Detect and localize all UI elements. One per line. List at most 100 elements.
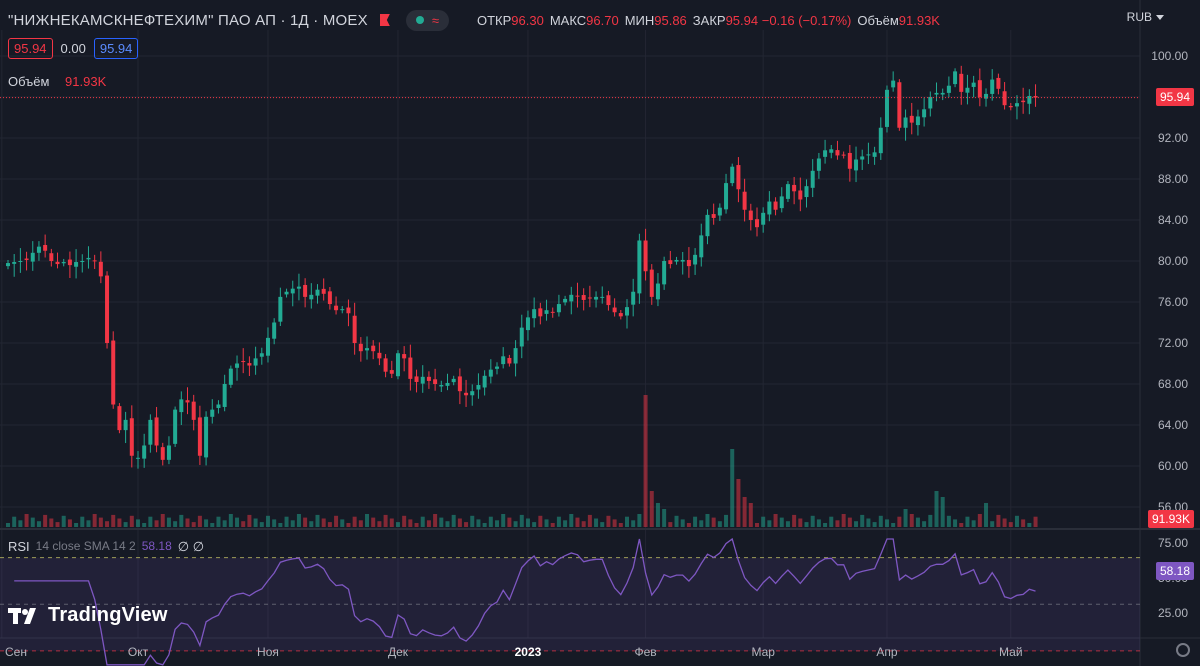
volume-bar — [105, 521, 110, 527]
candle-body — [779, 196, 784, 209]
volume-bar — [389, 518, 394, 527]
volume-bar — [643, 395, 648, 527]
volume-bar — [711, 517, 716, 527]
volume-bar — [185, 518, 190, 527]
candle-body — [625, 307, 629, 316]
candle-body — [18, 261, 23, 262]
candle-body — [43, 245, 48, 251]
volume-bar — [247, 514, 252, 527]
currency-selector[interactable]: RUB — [1127, 10, 1164, 24]
time-tick-label: Окт — [128, 645, 149, 659]
volume-bar — [996, 514, 1001, 527]
volume-bar — [556, 516, 561, 527]
candle-body — [135, 457, 140, 459]
time-axis[interactable]: Сен Окт Ноя Дек 2023 Фев Мар Апр Май — [5, 645, 1023, 659]
volume-bar — [977, 514, 982, 527]
volume-bar — [197, 515, 202, 527]
volume-bar — [309, 521, 314, 527]
brand-name: TradingView — [48, 604, 168, 626]
volume-bar — [55, 522, 60, 527]
candle-body — [501, 356, 506, 365]
volume-bar — [49, 518, 54, 527]
candle-body — [327, 291, 332, 305]
candle-body — [823, 150, 828, 157]
sell-price-box[interactable]: 95.94 — [8, 38, 53, 59]
high-label: МАКС — [549, 12, 587, 28]
price-tick-label: 60.00 — [1158, 459, 1188, 473]
volume-bar — [166, 517, 171, 527]
candle-body — [426, 376, 431, 381]
volume-bar — [519, 514, 524, 527]
volume-bar — [284, 516, 289, 527]
volume-bar — [909, 514, 914, 527]
volume-bar — [860, 514, 865, 527]
candle-body — [804, 186, 809, 198]
volume-bar — [433, 514, 438, 527]
volume-bar — [705, 514, 710, 527]
volume-bar — [940, 497, 945, 527]
price-tick-label: 76.00 — [1158, 295, 1188, 309]
volume-bar — [525, 518, 530, 527]
candle-body — [563, 298, 568, 303]
volume-bar — [501, 514, 506, 527]
volume-bar — [532, 522, 537, 527]
candle-body — [377, 352, 382, 359]
candle-body — [92, 260, 97, 262]
volume-bar — [352, 516, 357, 527]
candle-body — [98, 261, 103, 277]
rsi-legend[interactable]: RSI 14 close SMA 14 2 58.18 ∅ ∅ — [8, 539, 204, 555]
candle-body — [946, 85, 951, 93]
candle-body — [872, 152, 877, 157]
volume-bar — [358, 520, 363, 527]
settings-gear-icon[interactable] — [1176, 643, 1190, 657]
candle-body — [142, 445, 147, 459]
candle-body — [315, 289, 320, 296]
candle-body — [532, 309, 537, 319]
candle-body — [284, 291, 289, 295]
candle-body — [228, 368, 233, 385]
candle-body — [959, 73, 964, 92]
volume-bar — [451, 514, 456, 527]
volume-bar — [544, 519, 549, 527]
volume-bar — [748, 503, 753, 527]
candle-body — [643, 240, 648, 272]
candle-body — [482, 375, 487, 388]
symbol-title[interactable]: "НИЖНЕКАМСКНЕФТЕХИМ" ПАО АП · 1Д · MOEX — [8, 11, 368, 29]
candle-body — [30, 252, 35, 262]
candle-body — [309, 294, 314, 300]
volume-bar — [365, 514, 370, 527]
candle-body — [74, 262, 79, 267]
candle-body — [971, 82, 976, 87]
buy-price-box[interactable]: 95.94 — [93, 38, 139, 59]
market-status-pill[interactable]: ≈ — [405, 9, 449, 31]
flag-icon[interactable] — [379, 14, 390, 26]
volume-bar — [550, 523, 555, 527]
candle-body — [748, 210, 753, 220]
volume-legend[interactable]: Объём 91.93K — [8, 74, 106, 89]
volume-bar — [315, 514, 320, 527]
candle-body — [680, 259, 685, 262]
volume-bar — [662, 509, 667, 527]
time-tick-label: 2023 — [515, 645, 542, 659]
candle-body — [507, 357, 512, 364]
volume-bar — [878, 515, 883, 527]
candle-body — [173, 409, 178, 444]
last-volume-tag: 91.93K — [1147, 510, 1194, 528]
tradingview-logo[interactable]: TradingView — [8, 604, 168, 627]
volume-bar — [594, 518, 599, 527]
volume-bar — [12, 516, 17, 527]
candle-body — [606, 295, 611, 306]
volume-bar — [847, 517, 852, 527]
candle-body — [754, 219, 759, 228]
candle-body — [117, 406, 122, 431]
volume-bar — [142, 523, 147, 527]
volume-bar — [303, 517, 308, 527]
candle-body — [1002, 91, 1007, 106]
candle-body — [730, 166, 735, 184]
volume-bar — [513, 521, 518, 527]
volume-bar — [953, 519, 958, 527]
volume-bar — [816, 519, 821, 527]
candle-body — [631, 291, 636, 305]
